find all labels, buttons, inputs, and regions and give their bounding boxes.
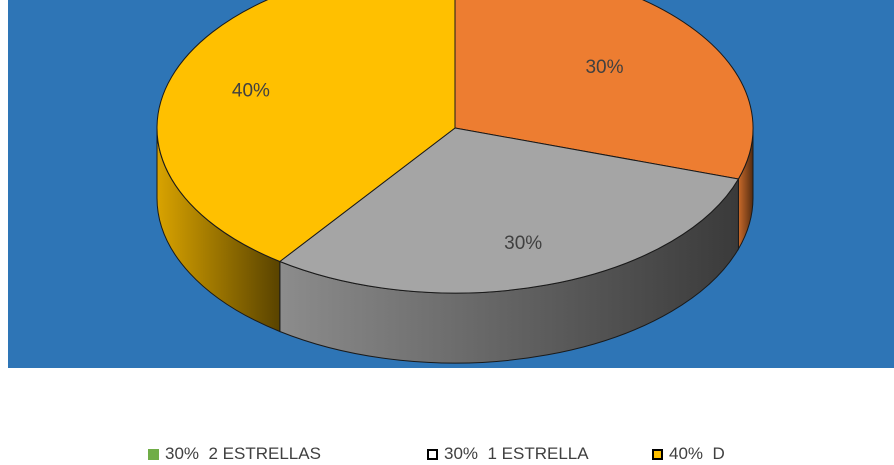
legend-swatch <box>652 448 663 460</box>
legend-item: 30% 1 ESTRELLA <box>427 443 589 465</box>
pie-slice-1 <box>278 127 740 294</box>
legend-label: 30% 2 ESTRELLAS <box>165 444 321 463</box>
data-label-2: 40% <box>232 80 270 101</box>
legend-item: 40% D <box>652 443 725 465</box>
legend-swatch <box>148 448 159 460</box>
legend-label: 30% 1 ESTRELLA <box>444 444 589 463</box>
legend-swatch <box>427 448 438 460</box>
data-label-0: 30% <box>585 57 623 78</box>
legend-item: 30% 2 ESTRELLAS <box>148 443 321 465</box>
pie-slice-0 <box>454 0 754 180</box>
data-label-1: 30% <box>504 233 542 254</box>
chart-legend: 30% 2 ESTRELLAS 30% 1 ESTRELLA 40% D <box>0 443 894 465</box>
pie-slice-2 <box>156 0 456 263</box>
legend-label: 40% D <box>669 444 725 463</box>
